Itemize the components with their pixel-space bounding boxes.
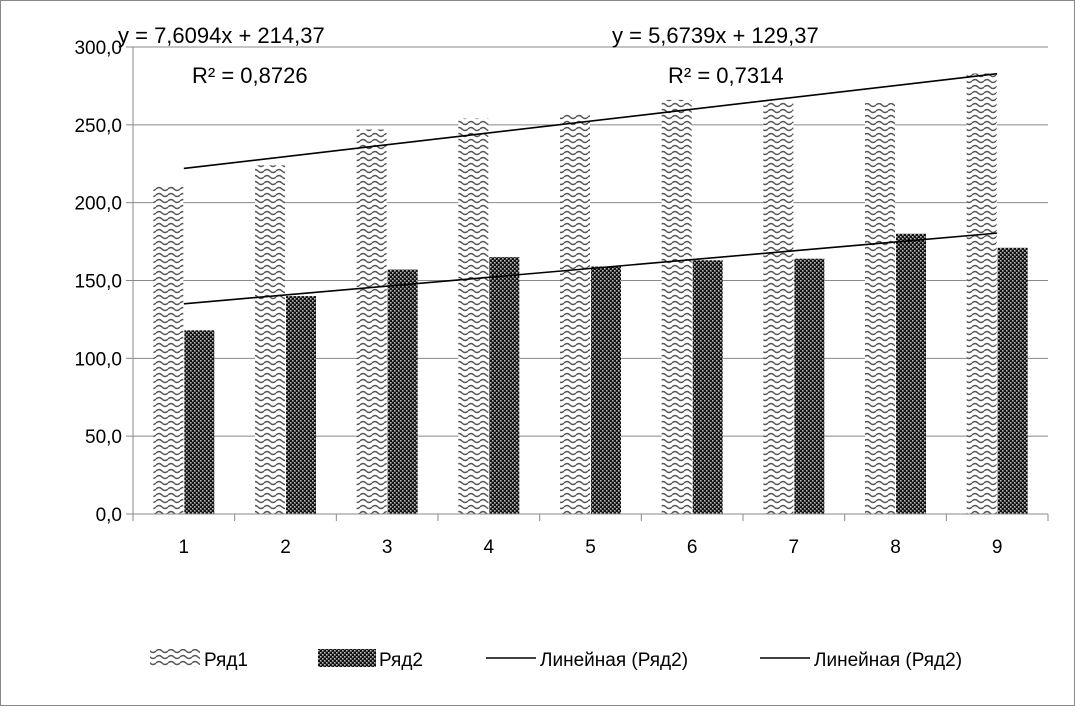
- x-tick-label: 5: [585, 537, 596, 558]
- bar-series-1: [661, 99, 692, 514]
- bar-series-1: [356, 129, 387, 514]
- x-tick-label: 3: [382, 537, 393, 558]
- legend-swatch-series-2: [318, 649, 376, 667]
- y-tick-label: 150,0: [74, 272, 122, 293]
- bar-series-1: [560, 113, 590, 514]
- y-tick-label: 250,0: [74, 116, 122, 137]
- bar-series-1: [255, 165, 285, 514]
- legend-label-trendline-1: Линейная (Ряд2): [540, 650, 688, 671]
- trendlines: [183, 72, 998, 305]
- axes: [132, 47, 1049, 521]
- trendline-2-r2: R² = 0,7314: [668, 63, 784, 88]
- legend-label-series-2: Ряд2: [379, 650, 423, 671]
- bar-series-2: [794, 258, 825, 514]
- bar-series-2: [286, 296, 316, 514]
- x-tick-label: 4: [484, 537, 495, 558]
- bar-series-1: [763, 101, 794, 514]
- y-tick-label: 100,0: [74, 349, 122, 370]
- x-tick-label: 1: [179, 537, 190, 558]
- bar-series-1: [966, 73, 997, 515]
- x-tick-label: 8: [890, 537, 901, 558]
- x-tick-label: 6: [687, 537, 698, 558]
- bars: [153, 73, 1028, 515]
- bar-series-2: [591, 266, 621, 514]
- x-tick-label: 9: [992, 537, 1003, 558]
- bar-series-2: [489, 257, 520, 514]
- legend: Ряд1 Ряд2 Линейная (Ряд2) Линейная (Ряд2…: [150, 649, 962, 671]
- trendline-2-equation: y = 5,6739x + 129,37: [612, 23, 819, 48]
- bar-series-2: [184, 330, 215, 514]
- trendline-1-equation: y = 7,6094x + 214,37: [118, 23, 325, 48]
- x-axis-tick-labels: 1 2 3 4 5 6 7 8 9: [179, 537, 1003, 558]
- gridlines: [126, 46, 1048, 515]
- y-tick-label: 200,0: [74, 194, 122, 215]
- bar-series-2: [387, 269, 418, 514]
- bar-series-1: [458, 118, 489, 515]
- bar-series-2: [896, 233, 926, 515]
- trendline-2: [183, 232, 998, 305]
- legend-label-trendline-2: Линейная (Ряд2): [814, 650, 962, 671]
- x-tick-label: 2: [280, 537, 291, 558]
- bar-series-1: [153, 185, 184, 514]
- y-tick-label: 300,0: [74, 38, 122, 59]
- y-axis-tick-labels: 0,0 50,0 100,0 150,0 200,0 250,0 300,0: [74, 38, 122, 526]
- trendline-1: [183, 72, 998, 170]
- bar-series-1: [865, 103, 895, 514]
- bar-series-2: [692, 260, 723, 514]
- x-tick-label: 7: [789, 537, 800, 558]
- trendline-1-r2: R² = 0,8726: [192, 63, 308, 88]
- bar-series-2: [997, 247, 1028, 514]
- legend-label-series-1: Ряд1: [204, 650, 248, 671]
- legend-swatch-series-1: [150, 649, 200, 667]
- y-tick-label: 50,0: [85, 427, 122, 448]
- y-tick-label: 0,0: [96, 505, 122, 526]
